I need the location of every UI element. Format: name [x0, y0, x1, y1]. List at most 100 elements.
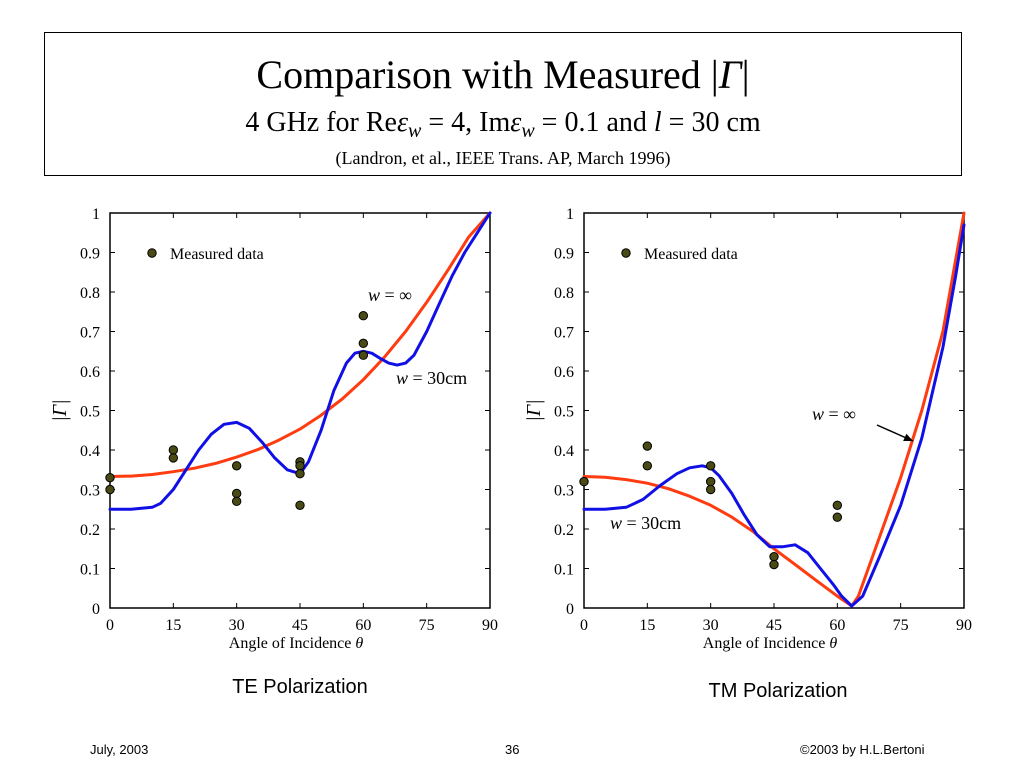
slide-subtitle: 4 GHz for Reεw = 4, Imεw = 0.1 and l = 3… [45, 107, 961, 147]
te-label-w-30cm: w = 30cm [396, 368, 467, 388]
te-y-tick-label: 0.3 [80, 483, 100, 500]
tm-label-w-inf-w: w [812, 404, 824, 424]
subtitle-w-1: w [408, 120, 422, 142]
footer-copyright: ©2003 by H.L.Bertoni [800, 742, 925, 757]
tm-x-axis-label-symbol: θ [829, 635, 837, 652]
tm-x-tick-label: 45 [766, 617, 782, 634]
tm-y-tick-label: 0.6 [554, 364, 574, 381]
tm-measured-point [832, 512, 843, 522]
tm-measured-point [642, 461, 653, 471]
te-x-tick-label: 45 [292, 617, 308, 634]
te-measured-point [295, 500, 305, 510]
title-box: Comparison with Measured |Γ| 4 GHz for R… [44, 32, 962, 176]
tm-measured-point [579, 476, 589, 487]
te-label-w-inf: w = ∞ [368, 285, 412, 305]
tm-measured-point [769, 559, 779, 570]
tm-y-tick-label: 0.1 [554, 562, 574, 579]
te-caption: TE Polarization [232, 676, 368, 698]
tm-x-axis-label: Angle of Incidence θ [703, 635, 838, 652]
tm-label-w-30cm-rest: = 30cm [622, 513, 681, 533]
tm-measured-point [769, 551, 779, 562]
te-x-tick-label: 30 [229, 617, 245, 634]
te-x-tick-label: 0 [106, 617, 114, 634]
subtitle-part-1: 4 GHz for Re [245, 107, 397, 138]
tm-measured-point [832, 500, 843, 510]
te-measured-point [358, 350, 369, 360]
te-y-tick-label: 1 [92, 206, 100, 223]
title-symbol: Γ [718, 52, 742, 97]
subtitle-part-4: = 30 cm [661, 107, 761, 138]
footer-page-number: 36 [505, 742, 520, 757]
te-x-tick-label: 60 [355, 617, 371, 634]
te-measured-point [168, 453, 179, 463]
tm-measured-point [642, 441, 653, 451]
te-y-axis-label: |Γ| [49, 399, 71, 421]
te-label-w-30cm-rest: = 30cm [408, 368, 467, 388]
te-y-tick-label: 0 [92, 601, 100, 618]
te-measured-point [358, 338, 369, 349]
te-y-tick-label: 0.2 [80, 522, 100, 539]
subtitle-epsilon-2: ε [510, 107, 522, 138]
tm-y-tick-label: 0.2 [554, 522, 574, 539]
te-x-axis-label: Angle of Incidence θ [229, 635, 364, 652]
tm-x-tick-label: 30 [703, 617, 719, 634]
te-x-axis-label-text: Angle of Incidence [229, 635, 356, 652]
tm-series-w-inf-line [582, 211, 966, 608]
slide-reference: (Landron, et al., IEEE Trans. AP, March … [335, 148, 671, 168]
te-series-w-30cm-line [108, 211, 492, 511]
tm-y-tick-label: 0 [566, 601, 574, 618]
te-series-w-inf-line [108, 211, 492, 478]
tm-caption: TM Polarization [708, 680, 848, 702]
tm-y-tick-label: 0.8 [554, 285, 574, 302]
tm-series-w-30cm-line [582, 223, 966, 608]
te-y-tick-label: 0.7 [80, 325, 100, 342]
te-y-tick-label: 0.5 [80, 404, 100, 421]
te-measured-point [295, 469, 305, 479]
te-measured-point [105, 484, 115, 495]
subtitle-w-2: w [521, 120, 535, 142]
tm-label-w-30cm: w = 30cm [610, 513, 681, 533]
te-x-axis-label-symbol: θ [355, 635, 363, 652]
tm-x-tick-label: 60 [829, 617, 845, 634]
title-prefix: Comparison with Measured | [256, 52, 719, 97]
tm-y-tick-label: 0.9 [554, 246, 574, 263]
te-measured-point [358, 311, 369, 321]
slide-title: Comparison with Measured |Γ| [45, 53, 961, 97]
tm-y-tick-label: 1 [566, 206, 574, 223]
subtitle-part-2: = 4, Im [421, 107, 511, 138]
tm-measured-point [705, 476, 716, 487]
te-x-tick-label: 90 [482, 617, 498, 634]
tm-measured-point [705, 461, 716, 471]
tm-label-w-30cm-w: w [610, 513, 622, 533]
tm-measured-point [705, 484, 716, 495]
title-suffix: | [741, 52, 750, 97]
te-label-w-inf-w: w [368, 285, 380, 305]
tm-y-tick-label: 0.5 [554, 404, 574, 421]
te-measured-point [231, 496, 242, 507]
tm-y-tick-label: 0.3 [554, 483, 574, 500]
subtitle-epsilon-1: ε [396, 107, 409, 138]
tm-label-arrow-head [903, 433, 913, 441]
te-y-tick-label: 0.9 [80, 246, 100, 263]
te-y-tick-label: 0.1 [80, 562, 100, 579]
tm-legend-marker [621, 248, 631, 258]
te-y-tick-label: 0.8 [80, 285, 100, 302]
tm-x-axis-label-text: Angle of Incidence [703, 635, 830, 652]
tm-label-w-inf: w = ∞ [812, 404, 856, 424]
te-x-tick-label: 75 [419, 617, 435, 634]
tm-legend-label: Measured data [644, 246, 738, 263]
tm-y-tick-label: 0.7 [554, 325, 574, 342]
tm-x-tick-label: 0 [580, 617, 588, 634]
subtitle-l: l [653, 107, 662, 138]
te-measured-point [231, 461, 242, 471]
tm-x-tick-label: 75 [893, 617, 909, 634]
te-label-w-30cm-w: w [396, 368, 408, 388]
footer-date: July, 2003 [90, 742, 149, 757]
te-label-w-inf-rest: = ∞ [380, 285, 412, 305]
tm-y-axis-label: |Γ| [523, 399, 545, 421]
te-x-tick-label: 15 [165, 617, 181, 634]
te-measured-point [105, 472, 115, 483]
subtitle-part-3: = 0.1 and [534, 107, 654, 138]
